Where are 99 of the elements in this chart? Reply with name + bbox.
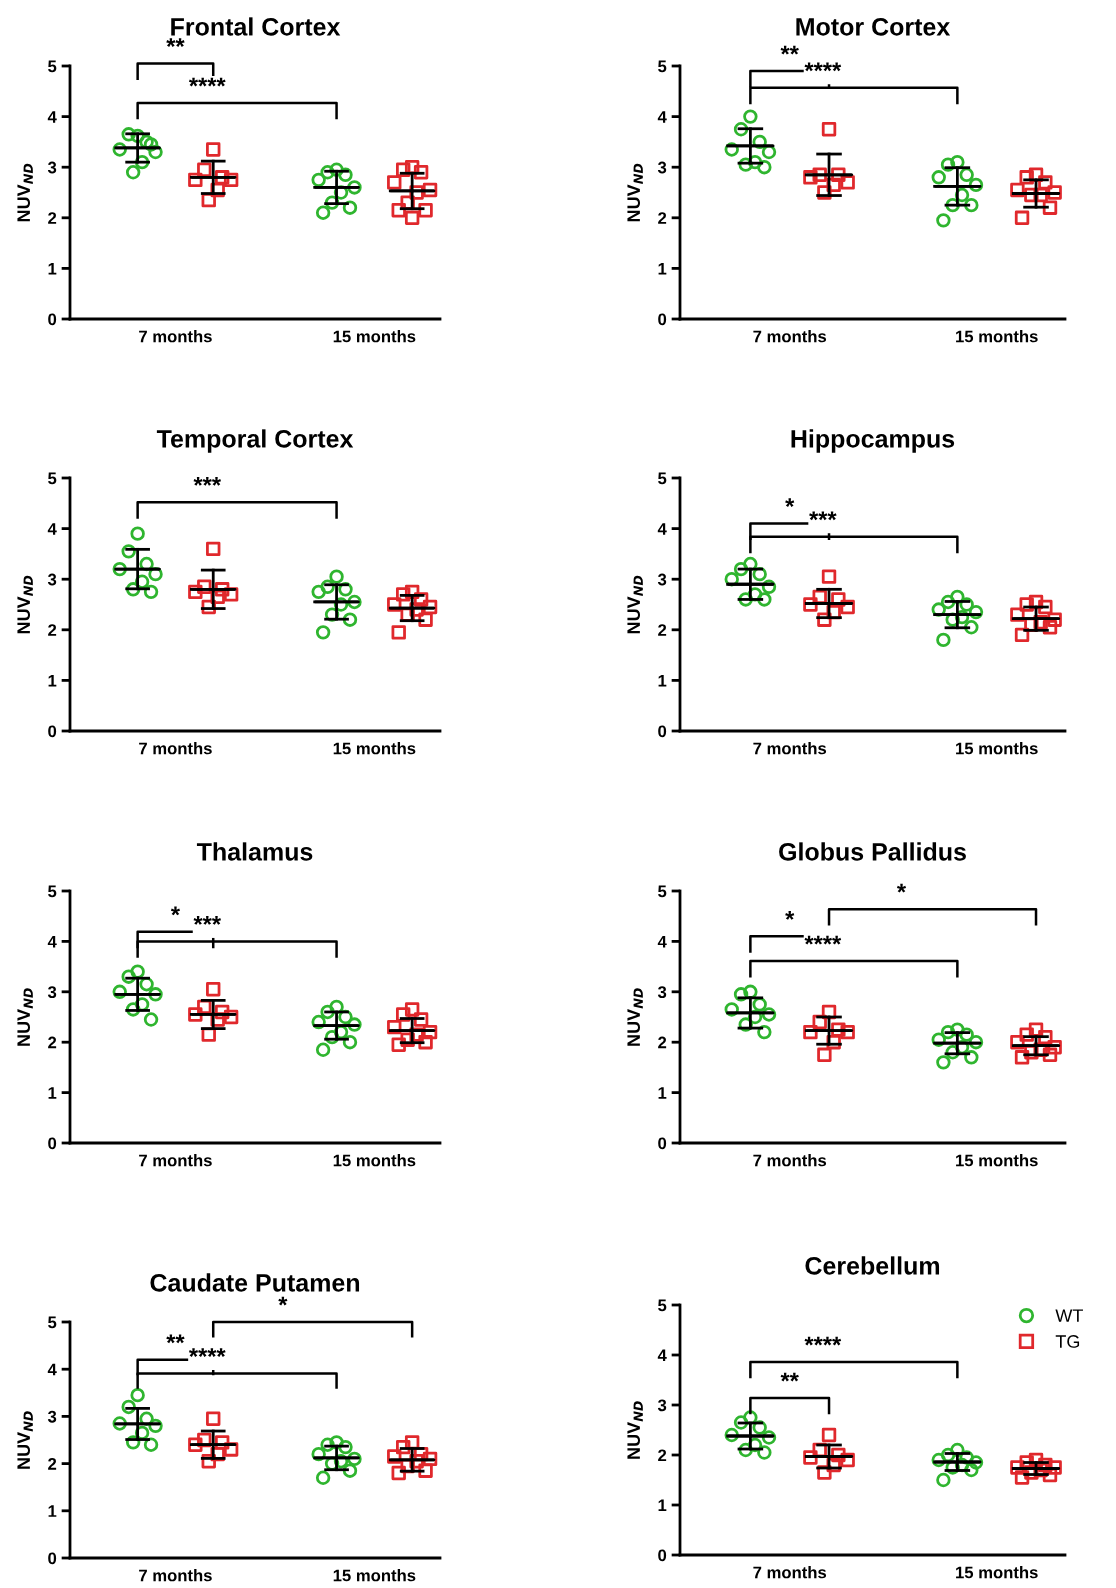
x-tick-label: 7 months [753,742,827,755]
y-tick-label: 2 [658,212,667,224]
x-tick-label: 15 months [956,330,1038,343]
y-tick-label: 3 [657,573,667,586]
y-tick-label: 1 [48,1505,57,1517]
y-tick-label: 2 [48,212,57,224]
annotation: * [170,906,180,916]
y-tick-label: 5 [48,472,57,485]
y-tick-label: 1 [48,674,57,687]
y-axis-title: NUV$_{ND}$ [627,575,643,634]
x-tick-label: 15 months [956,742,1038,755]
chart-title: Cerebellum [805,1256,940,1275]
y-tick-label: 4 [657,935,667,948]
annotation: * [785,911,795,920]
chart-title: Caudate Putamen [150,1273,360,1292]
y-tick-label: 0 [658,1549,667,1562]
chart-title: Motor Cortex [796,17,951,36]
annotation: **** [804,62,842,72]
y-axis-title: NUV$_{ND}$ [627,1401,643,1459]
y-tick-label: 0 [48,1137,57,1150]
y-tick-label: 1 [48,1087,57,1099]
y-tick-label: 2 [48,1458,57,1470]
x-tick-label: 15 months [956,1154,1038,1167]
y-tick-label: 5 [658,1299,667,1312]
y-tick-label: 4 [657,1349,667,1362]
y-axis-title: NUV$_{ND}$ [17,1411,33,1469]
y-tick-label: 2 [658,1036,667,1049]
x-tick-label: 7 months [753,1154,827,1167]
chart-title: Thalamus [196,842,313,861]
x-tick-label: 15 months [333,742,416,755]
y-tick-label: 1 [658,1499,667,1512]
y-tick-label: 5 [658,60,667,73]
y-tick-label: 3 [657,1399,667,1412]
annotation: ** [780,1372,799,1382]
annotation: *** [809,511,837,521]
y-tick-label: 5 [48,1316,57,1329]
y-tick-label: 3 [47,1410,57,1423]
y-tick-label: 1 [658,674,667,687]
y-tick-label: 0 [48,313,57,326]
x-tick-label: 15 months [333,330,416,343]
y-axis-title: NUV$_{ND}$ [627,988,643,1046]
y-tick-label: 2 [48,1036,57,1049]
y-tick-label: 0 [658,313,667,326]
x-tick-label: 7 months [139,742,212,755]
annotation: **** [804,935,842,945]
annotation: *** [193,476,222,486]
y-tick-label: 4 [47,935,57,948]
x-tick-label: 7 months [139,330,212,343]
x-tick-label: 15 months [956,1566,1038,1579]
y-axis-title: NUV$_{ND}$ [17,575,33,634]
annotation: **** [188,77,226,87]
annotation: * [896,883,907,893]
y-axis-title: NUV$_{ND}$ [627,163,643,222]
annotation: **** [188,1348,226,1357]
y-tick-label: 4 [47,1363,57,1376]
y-tick-label: 0 [48,1552,57,1565]
legend-label: WT [1055,1309,1083,1322]
text: * [278,1296,288,1306]
text: ** [166,38,185,47]
y-tick-label: 5 [48,60,57,73]
y-tick-label: 2 [658,1449,667,1462]
chart-title: Hippocampus [791,429,955,453]
y-tick-label: 4 [47,111,57,123]
text: ** [780,45,799,55]
y-tick-label: 5 [48,885,57,898]
chart-title: Frontal Cortex [171,17,341,36]
y-tick-label: 2 [48,624,57,636]
x-tick-label: 7 months [753,330,827,343]
y-tick-label: 0 [658,1137,667,1150]
x-tick-label: 7 months [139,1154,212,1167]
annotation: * [785,498,795,508]
y-tick-label: 1 [658,1087,667,1099]
y-tick-label: 0 [48,725,57,738]
legend-label: TG [1055,1335,1080,1348]
x-tick-label: 15 months [333,1569,416,1582]
annotation: ** [166,1334,185,1344]
x-tick-label: 15 months [333,1154,416,1167]
y-axis-title: NUV$_{ND}$ [17,988,33,1046]
y-tick-label: 3 [657,986,667,999]
annotation: *** [193,916,222,925]
y-tick-label: 3 [47,573,57,586]
y-axis-title: NUV$_{ND}$ [17,163,33,222]
y-tick-label: 2 [658,624,667,636]
y-tick-label: 3 [47,986,57,999]
y-tick-label: 4 [657,111,667,123]
y-tick-label: 1 [48,262,57,275]
chart-title: Globus Pallidus [779,842,966,861]
y-tick-label: 5 [658,885,667,898]
y-tick-label: 3 [657,161,667,174]
x-tick-label: 7 months [139,1569,212,1582]
y-tick-label: 4 [47,523,57,535]
x-tick-label: 7 months [753,1566,827,1579]
annotation: **** [804,1336,842,1346]
y-tick-label: 3 [47,161,57,174]
chart-title: Temporal Cortex [156,429,354,453]
y-tick-label: 0 [658,725,667,738]
y-tick-label: 1 [658,262,667,275]
y-tick-label: 5 [658,472,667,485]
y-tick-label: 4 [657,523,667,535]
